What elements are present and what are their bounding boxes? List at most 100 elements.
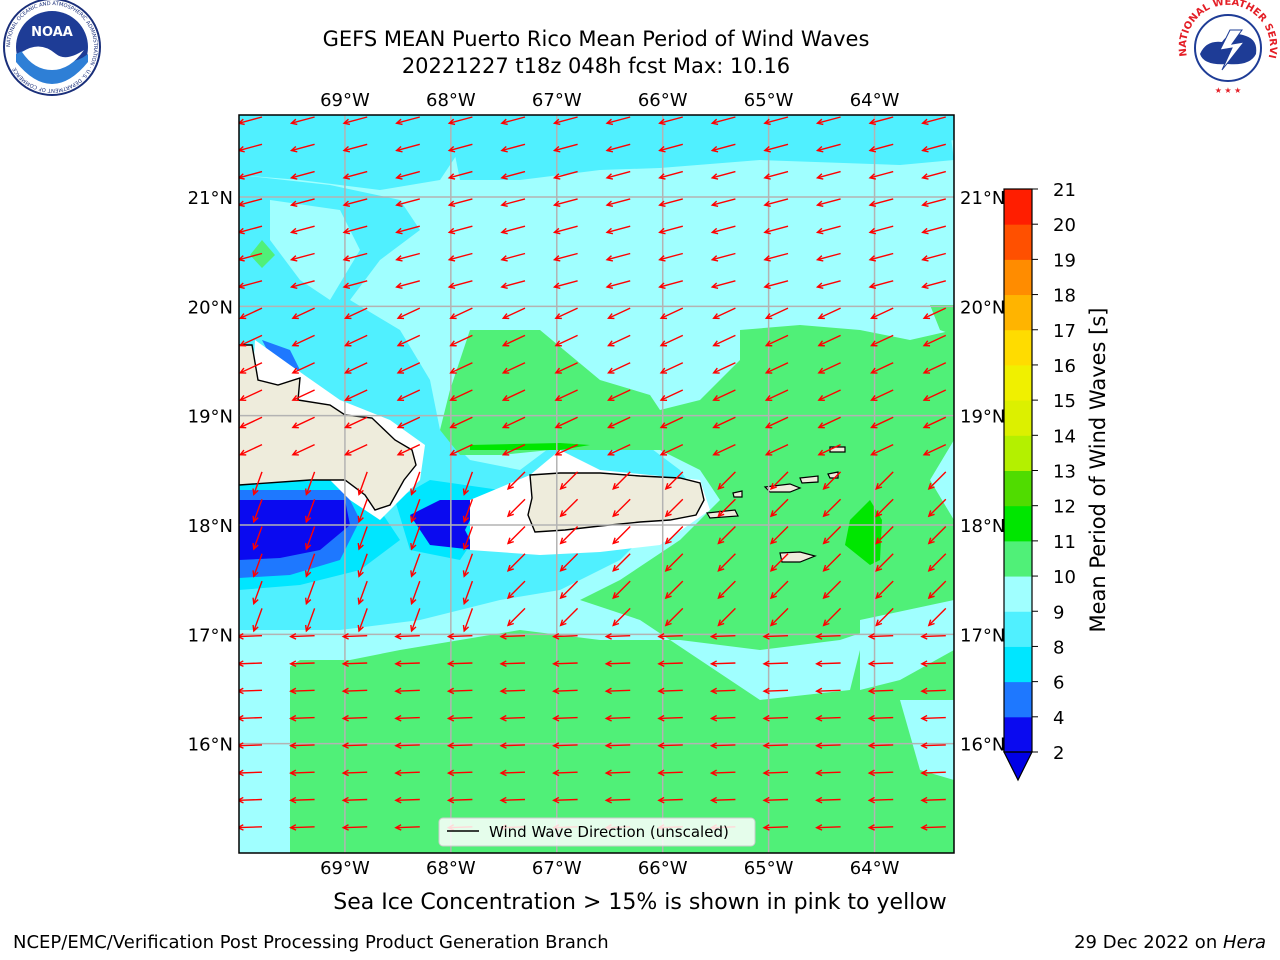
wave-direction-arrow — [921, 252, 946, 262]
wave-direction-arrow — [815, 280, 841, 289]
wave-direction-arrow — [289, 714, 315, 722]
wave-direction-arrow — [554, 389, 578, 402]
wave-direction-arrow — [501, 362, 526, 374]
colorbar-segment — [1004, 294, 1032, 331]
lon-tick-top: 69°W — [320, 90, 370, 111]
wave-direction-arrow — [410, 553, 421, 578]
wave-direction-arrow — [559, 526, 579, 545]
gridlines — [239, 115, 954, 853]
colorbar-tick-label: 11 — [1053, 532, 1076, 553]
wave-direction-arrow — [762, 824, 789, 831]
wave-direction-arrow — [870, 443, 894, 456]
colorbar-segment — [1004, 646, 1032, 683]
wave-direction-arrow — [921, 280, 946, 289]
wave-direction-arrow — [289, 687, 315, 695]
colorbar-segment — [1004, 470, 1032, 507]
wave-direction-arrow — [554, 334, 578, 347]
wave-direction-arrow — [410, 580, 421, 606]
wave-direction-arrow — [815, 742, 841, 749]
wave-direction-arrow — [604, 742, 631, 749]
wave-direction-arrow — [396, 307, 421, 320]
wave-direction-arrow — [289, 633, 315, 640]
wave-direction-arrow — [342, 198, 368, 208]
wave-direction-arrow — [239, 742, 263, 749]
wave-direction-arrow — [664, 526, 684, 545]
wave-direction-arrow — [658, 170, 683, 180]
wave-direction-arrow — [717, 498, 736, 518]
wave-direction-arrow — [762, 633, 789, 640]
wave-direction-arrow — [769, 553, 789, 572]
lon-tick-top: 64°W — [850, 90, 900, 111]
wave-direction-arrow — [709, 687, 736, 695]
lon-tick-top: 67°W — [532, 90, 582, 111]
wave-direction-arrow — [817, 443, 841, 456]
wave-direction-arrow — [875, 471, 894, 490]
wave-direction-arrow — [815, 170, 841, 180]
wave-direction-arrow — [867, 714, 894, 722]
wave-direction-arrow — [239, 116, 263, 126]
wave-direction-arrow — [920, 742, 946, 749]
wave-direction-arrow — [462, 553, 474, 578]
wave-direction-arrow — [341, 824, 368, 831]
lat-tick-left: 20°N — [188, 297, 233, 318]
wave-direction-arrow — [239, 280, 263, 289]
footer-date-text: 29 Dec 2022 on — [1074, 932, 1223, 953]
wave-direction-arrow — [927, 580, 947, 600]
colorbar-tick-label: 21 — [1053, 180, 1076, 201]
wave-direction-arrow — [552, 796, 578, 804]
wave-direction-arrow — [867, 742, 894, 749]
wave-direction-arrow — [764, 307, 789, 320]
wave-direction-arrow — [769, 580, 789, 600]
wave-direction-arrow — [762, 742, 789, 749]
wave-direction-arrow — [927, 526, 947, 545]
wave-direction-arrow — [289, 225, 315, 235]
wave-direction-arrow — [867, 687, 894, 695]
wave-direction-arrow — [607, 389, 631, 402]
wave-direction-arrow — [875, 498, 894, 518]
wave-direction-arrow — [239, 687, 263, 695]
wave-direction-arrow — [762, 714, 789, 722]
wave-direction-arrow — [554, 362, 578, 374]
colorbar-label: Mean Period of Wind Waves [s] — [1086, 308, 1110, 633]
wave-direction-arrow — [344, 416, 368, 429]
wave-direction-arrow — [506, 553, 526, 572]
wave-direction-arrow — [657, 769, 683, 777]
wave-direction-arrow — [341, 660, 368, 668]
wave-direction-arrow — [506, 498, 526, 518]
wave-direction-arrow — [817, 389, 841, 402]
wave-direction-arrow — [817, 416, 841, 429]
wave-direction-arrow — [604, 714, 631, 722]
colorbar-segment — [1004, 435, 1032, 471]
wave-direction-arrow — [552, 252, 578, 262]
wave-direction-arrow — [875, 607, 894, 627]
colorbar-tick-label: 14 — [1053, 426, 1076, 447]
wave-direction-arrow — [710, 225, 736, 235]
wave-direction-arrow — [868, 116, 894, 126]
footer-date: 29 Dec 2022 on Hera — [1074, 932, 1266, 953]
wave-direction-arrow — [410, 498, 421, 524]
wave-direction-arrow — [822, 580, 842, 600]
colorbar-segment — [1004, 576, 1032, 612]
wave-direction-arrow — [304, 608, 316, 633]
wave-direction-arrow — [709, 633, 736, 640]
wave-direction-arrow — [410, 471, 421, 496]
wave-direction-arrow — [341, 769, 368, 777]
wave-direction-arrow — [344, 334, 368, 347]
wave-direction-arrow — [501, 334, 526, 347]
wave-direction-arrow — [868, 280, 894, 289]
wave-direction-arrow — [342, 143, 368, 153]
wave-direction-arrow — [607, 334, 631, 347]
wave-direction-arrow — [815, 824, 841, 831]
wave-direction-arrow — [922, 334, 947, 347]
colorbar-segment — [1004, 505, 1032, 542]
wave-direction-arrow — [559, 607, 579, 627]
wave-direction-arrow — [289, 280, 315, 289]
wave-direction-arrow — [501, 307, 526, 320]
land-puerto-rico — [527, 472, 705, 533]
wave-direction-arrow — [304, 553, 316, 578]
wave-direction-arrow — [289, 170, 315, 180]
wave-direction-arrow — [717, 553, 736, 572]
wave-direction-arrow — [239, 198, 263, 208]
wave-direction-arrow — [664, 580, 684, 600]
lat-tick-left: 16°N — [188, 735, 233, 756]
